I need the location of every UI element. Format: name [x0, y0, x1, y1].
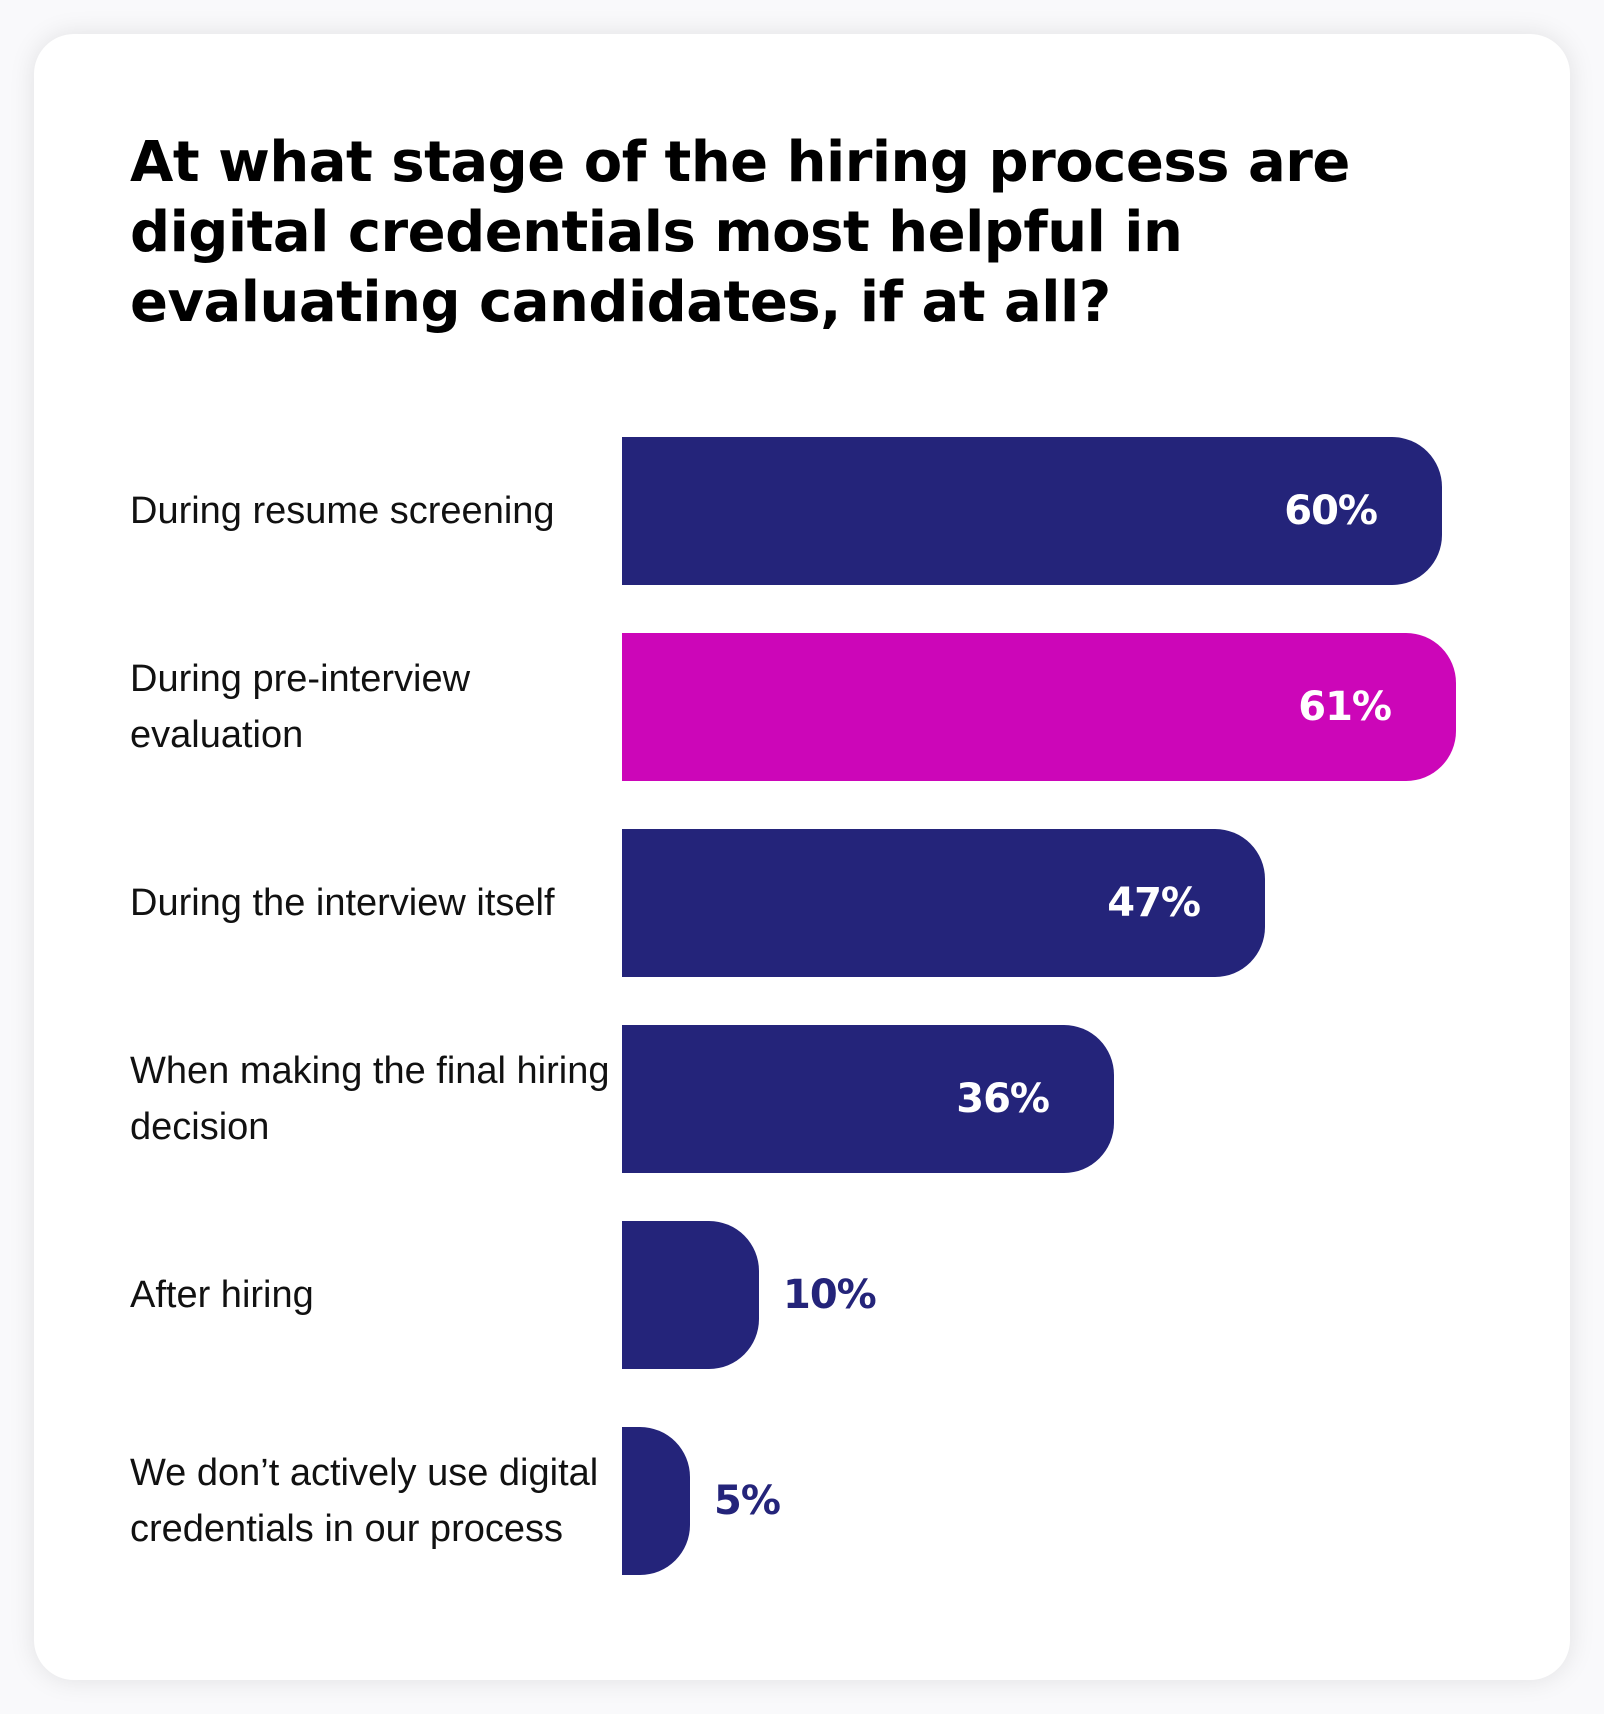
value-label-during-resume-screening: 60% [1284, 488, 1378, 534]
chart-title: At what stage of the hiring process are … [130, 130, 1350, 335]
value-label-we-don-t-actively-use-digital-credentials-in-our-process: 5% [714, 1478, 781, 1524]
bar-during-resume-screening [622, 437, 1442, 585]
value-label-after-hiring: 10% [783, 1272, 877, 1318]
value-label-when-making-the-final-hiring-decision: 36% [956, 1076, 1050, 1122]
category-label-during-pre-interview-evaluation: During pre-interview evaluation [130, 658, 471, 756]
bar-during-the-interview-itself [622, 829, 1265, 977]
category-label-we-don-t-actively-use-digital-credentials-in-our-process: We don’t actively use digital credential… [130, 1452, 599, 1550]
bar-during-pre-interview-evaluation [622, 633, 1456, 781]
category-label-after-hiring: After hiring [130, 1274, 314, 1316]
value-label-during-the-interview-itself: 47% [1107, 880, 1201, 926]
bar-after-hiring [622, 1221, 759, 1369]
value-label-during-pre-interview-evaluation: 61% [1298, 684, 1392, 730]
category-label-when-making-the-final-hiring-decision: When making the final hiring decision [130, 1050, 610, 1148]
bar-when-making-the-final-hiring-decision [622, 1025, 1114, 1173]
category-label-during-resume-screening: During resume screening [130, 490, 555, 532]
category-label-during-the-interview-itself: During the interview itself [130, 882, 555, 924]
bar-we-don-t-actively-use-digital-credentials-in-our-process [622, 1427, 690, 1575]
